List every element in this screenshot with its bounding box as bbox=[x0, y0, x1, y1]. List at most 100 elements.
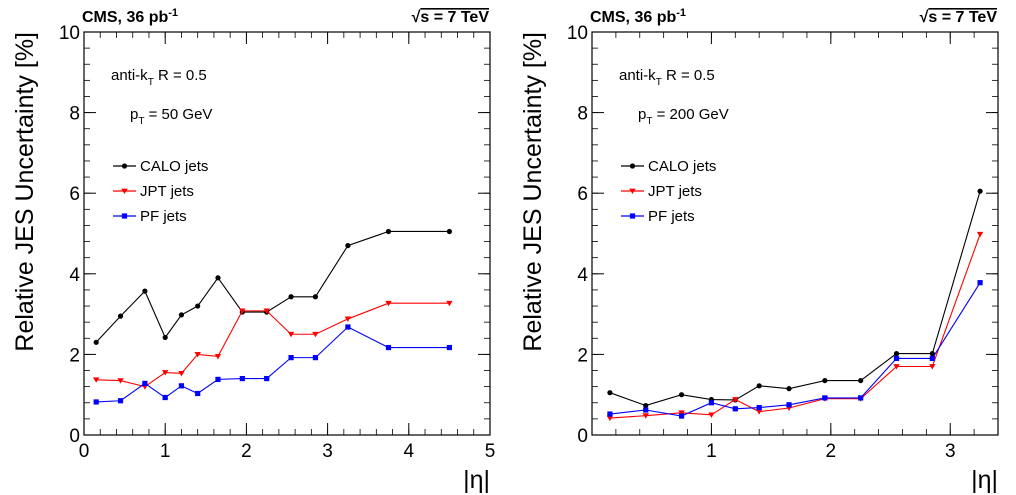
data-point bbox=[117, 378, 124, 384]
series-pf-jets bbox=[93, 324, 452, 405]
data-point bbox=[929, 364, 936, 370]
data-point bbox=[214, 354, 222, 360]
data-point bbox=[858, 377, 864, 384]
data-point bbox=[385, 344, 392, 351]
data-point bbox=[708, 400, 715, 406]
data-point bbox=[263, 308, 270, 314]
data-point bbox=[732, 406, 738, 412]
legend-entry: JPT jets bbox=[113, 183, 194, 200]
y-tick-label: 10 bbox=[59, 23, 80, 44]
data-point bbox=[929, 350, 935, 357]
data-point bbox=[215, 376, 221, 382]
data-point bbox=[858, 395, 864, 401]
data-point bbox=[93, 399, 99, 405]
series-calo-jets bbox=[607, 188, 983, 409]
data-point bbox=[755, 409, 763, 415]
data-point bbox=[117, 398, 124, 404]
data-point bbox=[345, 324, 351, 330]
x-axis-title: |η| bbox=[463, 466, 490, 494]
legend-label: PF jets bbox=[140, 208, 187, 225]
data-point bbox=[756, 404, 762, 411]
data-point bbox=[756, 383, 762, 389]
data-point bbox=[678, 392, 685, 398]
data-point bbox=[446, 228, 452, 235]
legend-marker bbox=[121, 213, 128, 219]
data-point bbox=[977, 188, 983, 194]
data-point bbox=[822, 395, 828, 401]
y-tick-label: 2 bbox=[577, 345, 588, 366]
data-point bbox=[178, 312, 185, 318]
plot-frame bbox=[591, 31, 999, 436]
data-point bbox=[312, 355, 319, 361]
data-point bbox=[446, 300, 453, 307]
data-point bbox=[288, 294, 294, 300]
data-point bbox=[345, 242, 351, 249]
legend-label: CALO jets bbox=[648, 158, 716, 175]
y-tick-label: 6 bbox=[577, 184, 588, 205]
data-point bbox=[893, 364, 900, 370]
series-line bbox=[96, 302, 450, 388]
annotation-algorithm: anti-kT R = 0.5 bbox=[111, 67, 207, 88]
data-point bbox=[446, 344, 452, 351]
data-point bbox=[786, 386, 792, 392]
data-point bbox=[929, 355, 935, 362]
plot-frame bbox=[83, 31, 491, 436]
legend-label: JPT jets bbox=[648, 183, 702, 200]
y-tick-label: 0 bbox=[69, 426, 80, 447]
y-axis-title: Relative JES Uncertainty [%] bbox=[519, 32, 547, 352]
legend-marker bbox=[121, 188, 128, 194]
x-tick-label: 1 bbox=[160, 441, 171, 462]
data-point bbox=[264, 375, 270, 382]
y-axis-title: Relative JES Uncertainty [%] bbox=[11, 32, 39, 352]
data-point bbox=[822, 377, 828, 384]
data-point bbox=[195, 303, 201, 309]
data-point bbox=[893, 355, 900, 362]
x-tick-label: 2 bbox=[826, 441, 837, 462]
series-line bbox=[609, 191, 981, 407]
data-point bbox=[976, 231, 984, 238]
legend-label: PF jets bbox=[648, 208, 695, 225]
series-line bbox=[96, 326, 450, 403]
data-point bbox=[643, 402, 649, 409]
data-point bbox=[606, 415, 614, 422]
y-tick-label: 0 bbox=[577, 426, 588, 447]
data-point bbox=[117, 313, 124, 319]
data-point bbox=[288, 355, 294, 361]
data-point bbox=[607, 390, 613, 396]
y-tick-label: 8 bbox=[69, 104, 80, 125]
series-pf-jets bbox=[607, 280, 983, 419]
data-point bbox=[312, 294, 319, 300]
data-point bbox=[178, 383, 185, 389]
x-tick-label: 0 bbox=[79, 441, 90, 462]
x-tick-label: 5 bbox=[485, 441, 496, 462]
legend-entry: JPT jets bbox=[621, 183, 702, 200]
data-point bbox=[162, 394, 168, 401]
legend-marker bbox=[629, 213, 636, 219]
x-tick-label: 1 bbox=[706, 441, 717, 462]
data-point bbox=[607, 411, 613, 417]
series-line bbox=[609, 282, 981, 417]
data-point bbox=[642, 413, 649, 419]
y-tick-label: 4 bbox=[69, 265, 80, 286]
data-point bbox=[178, 370, 185, 377]
data-point bbox=[142, 288, 148, 294]
data-point bbox=[643, 407, 649, 413]
data-point bbox=[162, 370, 169, 376]
x-tick-label: 3 bbox=[322, 441, 333, 462]
data-point bbox=[732, 397, 739, 403]
header-left: CMS, 36 pb-1 bbox=[82, 7, 178, 26]
header-left: CMS, 36 pb-1 bbox=[590, 7, 686, 26]
data-point bbox=[194, 352, 201, 358]
series-calo-jets bbox=[93, 228, 452, 345]
series-line bbox=[609, 234, 981, 419]
legend-entry: PF jets bbox=[113, 208, 187, 225]
y-tick-label: 6 bbox=[69, 184, 80, 205]
legend-label: JPT jets bbox=[140, 183, 194, 200]
annotation-algorithm: anti-kT R = 0.5 bbox=[619, 67, 715, 88]
data-point bbox=[678, 410, 685, 416]
data-point bbox=[344, 316, 352, 322]
y-tick-label: 10 bbox=[567, 23, 588, 44]
annotation-pt: pT = 200 GeV bbox=[638, 106, 729, 127]
data-point bbox=[162, 334, 168, 341]
